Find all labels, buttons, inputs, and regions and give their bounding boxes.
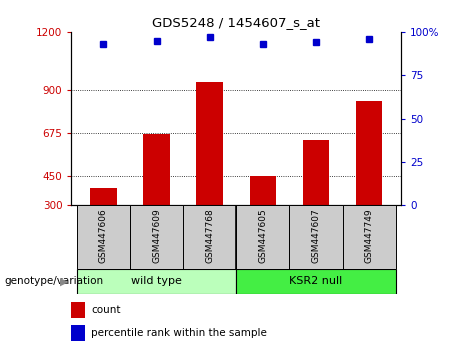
Bar: [303, 140, 329, 205]
Title: GDS5248 / 1454607_s_at: GDS5248 / 1454607_s_at: [152, 16, 320, 29]
Text: genotype/variation: genotype/variation: [5, 276, 104, 286]
Bar: [130, 205, 183, 269]
Bar: [143, 134, 170, 205]
Bar: [249, 176, 276, 205]
Bar: [196, 82, 223, 205]
Text: wild type: wild type: [131, 276, 182, 286]
Bar: [90, 188, 117, 205]
Text: count: count: [91, 305, 121, 315]
Text: GSM447749: GSM447749: [365, 209, 374, 263]
Text: GSM447607: GSM447607: [312, 209, 320, 263]
Bar: [236, 205, 290, 269]
Text: percentile rank within the sample: percentile rank within the sample: [91, 328, 267, 338]
Text: KSR2 null: KSR2 null: [290, 276, 343, 286]
Bar: [343, 205, 396, 269]
Text: GSM447606: GSM447606: [99, 209, 108, 263]
Text: ▶: ▶: [60, 276, 68, 286]
Bar: [77, 205, 130, 269]
Bar: [77, 269, 236, 294]
Text: GSM447768: GSM447768: [205, 209, 214, 263]
Bar: [71, 325, 85, 341]
Bar: [236, 269, 396, 294]
Bar: [356, 101, 383, 205]
Bar: [183, 205, 236, 269]
Bar: [290, 205, 343, 269]
Bar: [71, 302, 85, 318]
Text: GSM447609: GSM447609: [152, 209, 161, 263]
Text: GSM447605: GSM447605: [258, 209, 267, 263]
